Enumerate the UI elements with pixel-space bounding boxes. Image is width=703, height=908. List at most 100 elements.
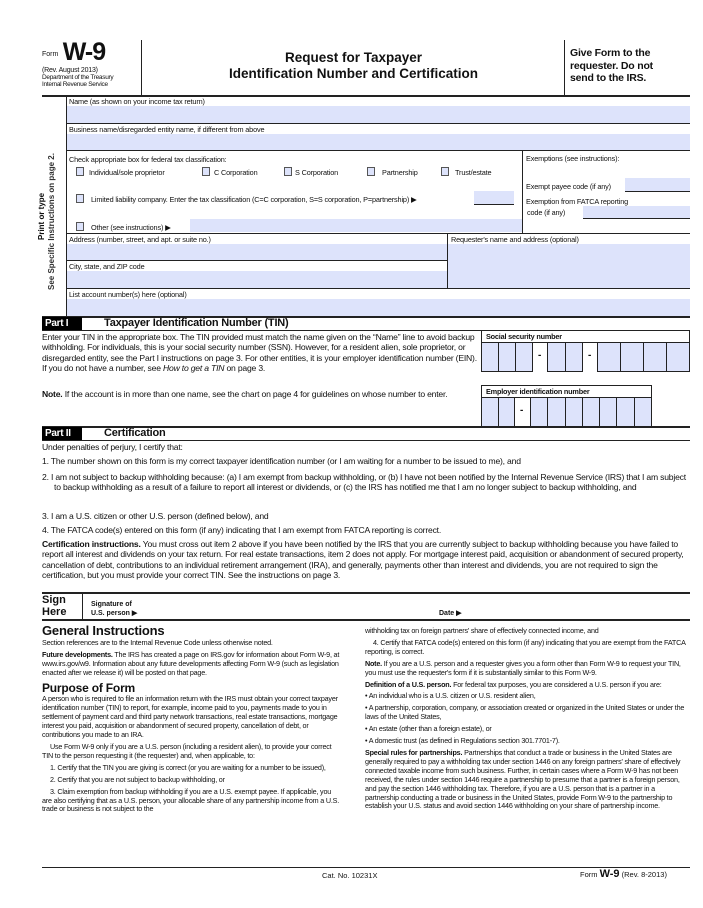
part1-text: Enter your TIN in the appropriate box. T… — [42, 332, 482, 373]
purpose-3: 3. Claim exemption from backup withholdi… — [42, 786, 340, 814]
footer-form-number: W-9 — [599, 868, 620, 880]
date-field[interactable] — [470, 596, 690, 618]
divider — [42, 592, 690, 594]
form-word: Form — [42, 51, 59, 58]
business-name-input[interactable] — [67, 134, 690, 150]
llc-checkbox[interactable] — [76, 194, 84, 203]
divider — [66, 95, 67, 316]
requester-input[interactable] — [448, 244, 690, 288]
other-input[interactable] — [190, 219, 522, 232]
department: Department of the Treasury — [42, 74, 114, 81]
divider — [42, 867, 690, 868]
right-note: Note. If you are a U.S. person and a req… — [365, 658, 690, 678]
account-input[interactable] — [67, 299, 690, 316]
side-instructions: Print or type See Specific Instructions … — [37, 120, 57, 290]
bullet: • A partnership, corporation, company, o… — [365, 703, 685, 722]
checkbox-label: Trust/estate — [455, 168, 492, 177]
title-line-2: Identification Number and Certification — [228, 66, 479, 81]
sig-line-2: U.S. person ▶ — [91, 610, 138, 617]
other-label: Other (see instructions) ▶ — [91, 223, 171, 232]
ein-part-1[interactable] — [481, 398, 515, 427]
cert-item-1: 1. The number shown on this form is my c… — [42, 456, 521, 466]
sign-here: Sign Here — [42, 594, 66, 618]
give-form-note: Give Form to the requester. Do not send … — [570, 47, 653, 85]
instructions-left: General Instructions Section references … — [42, 623, 342, 817]
footer-rev: (Rev. 8-2013) — [621, 870, 667, 879]
ssn-part-2[interactable] — [547, 343, 583, 372]
divider — [67, 123, 690, 124]
note-text: If you are a U.S. person and a requester… — [365, 658, 681, 677]
divider — [42, 330, 690, 331]
checkbox-label: C Corporation — [214, 168, 258, 177]
cert-text: You must cross out item 2 above if you h… — [42, 539, 684, 580]
purpose-heading: Purpose of Form — [42, 680, 136, 695]
note-text: If the account is in more than one name,… — [64, 389, 448, 399]
form-title: Request for Taxpayer Identification Numb… — [142, 50, 565, 82]
future-text: The IRS has created a page on IRS.gov fo… — [42, 649, 340, 677]
divider — [42, 619, 690, 621]
tin-link-text: How to get a TIN — [162, 362, 225, 373]
s-corporation-checkbox[interactable] — [284, 167, 292, 176]
cert-item-3: 3. I am a U.S. citizen or other U.S. per… — [42, 511, 269, 521]
part2-badge: Part II — [42, 427, 82, 440]
llc-classification-input[interactable] — [474, 191, 514, 205]
address-input[interactable] — [67, 244, 447, 260]
form-number: W-9 — [62, 38, 106, 66]
partnership-checkbox[interactable] — [367, 167, 375, 176]
part1-note: Note. If the account is in more than one… — [42, 389, 462, 399]
divider — [564, 40, 565, 95]
ssn-part-1[interactable] — [481, 343, 533, 372]
divider — [42, 95, 690, 97]
divider — [82, 593, 83, 619]
divider — [67, 233, 690, 234]
account-label: List account number(s) here (optional) — [69, 290, 187, 299]
exempt-payee-label: Exempt payee code (if any) — [526, 182, 611, 191]
ssn-part-3[interactable] — [597, 343, 690, 372]
business-name-label: Business name/disregarded entity name, i… — [69, 125, 265, 134]
special-bold: Special rules for partnerships. — [365, 747, 463, 757]
exempt-payee-input[interactable] — [625, 178, 690, 192]
divider — [522, 150, 523, 233]
tin-text: Enter your TIN in the appropriate box. T… — [42, 332, 477, 373]
signature-label: Signature of U.S. person ▶ — [91, 600, 137, 618]
section-note: Section references are to the Internal R… — [42, 637, 273, 647]
individual-checkbox[interactable] — [76, 167, 84, 176]
revision: (Rev. August 2013) — [42, 67, 98, 74]
purpose-1: 1. Certify that the TIN you are giving i… — [50, 762, 326, 772]
print-or-type: Print or type — [37, 192, 46, 240]
city-label: City, state, and ZIP code — [69, 262, 145, 271]
agency: Internal Revenue Service — [42, 81, 108, 88]
future-developments: Future developments. The IRS has created… — [42, 649, 342, 678]
requester-label: Requester's name and address (optional) — [451, 235, 579, 244]
name-input[interactable] — [67, 106, 690, 123]
fatca-label-2: code (if any) — [527, 208, 566, 217]
fatca-code-input[interactable] — [583, 206, 690, 219]
other-checkbox[interactable] — [76, 222, 84, 231]
note-line: requester. Do not — [570, 59, 653, 72]
classification-label: Check appropriate box for federal tax cl… — [69, 155, 227, 164]
part2-title: Certification — [104, 427, 166, 439]
divider — [42, 440, 690, 441]
checkbox-label: Individual/sole proprietor — [89, 168, 165, 177]
ssn-label: Social security number — [481, 330, 690, 343]
general-instructions-heading: General Instructions — [42, 623, 165, 638]
city-input[interactable] — [67, 271, 447, 288]
divider — [42, 316, 690, 318]
fatca-label: Exemption from FATCA reporting — [526, 197, 629, 206]
note-bold: Note. — [42, 389, 63, 399]
trust-estate-checkbox[interactable] — [441, 167, 449, 176]
purpose-p2: Use Form W-9 only if you are a U.S. pers… — [42, 741, 332, 760]
divider — [67, 260, 448, 261]
exemptions-label: Exemptions (see instructions): — [526, 154, 620, 163]
ein-part-2[interactable] — [530, 398, 652, 427]
dash: - — [538, 350, 542, 361]
footer-form-word: Form — [580, 870, 598, 879]
part1-title: Taxpayer Identification Number (TIN) — [104, 317, 289, 329]
dash: - — [588, 350, 592, 361]
purpose-2: 2. Certify that you are not subject to b… — [50, 774, 225, 784]
right-p0: withholding tax on foreign partners' sha… — [365, 626, 599, 635]
note-line: send to the IRS. — [570, 72, 647, 84]
c-corporation-checkbox[interactable] — [202, 167, 210, 176]
address-label: Address (number, street, and apt. or sui… — [69, 235, 211, 244]
signature-field[interactable] — [150, 596, 435, 618]
